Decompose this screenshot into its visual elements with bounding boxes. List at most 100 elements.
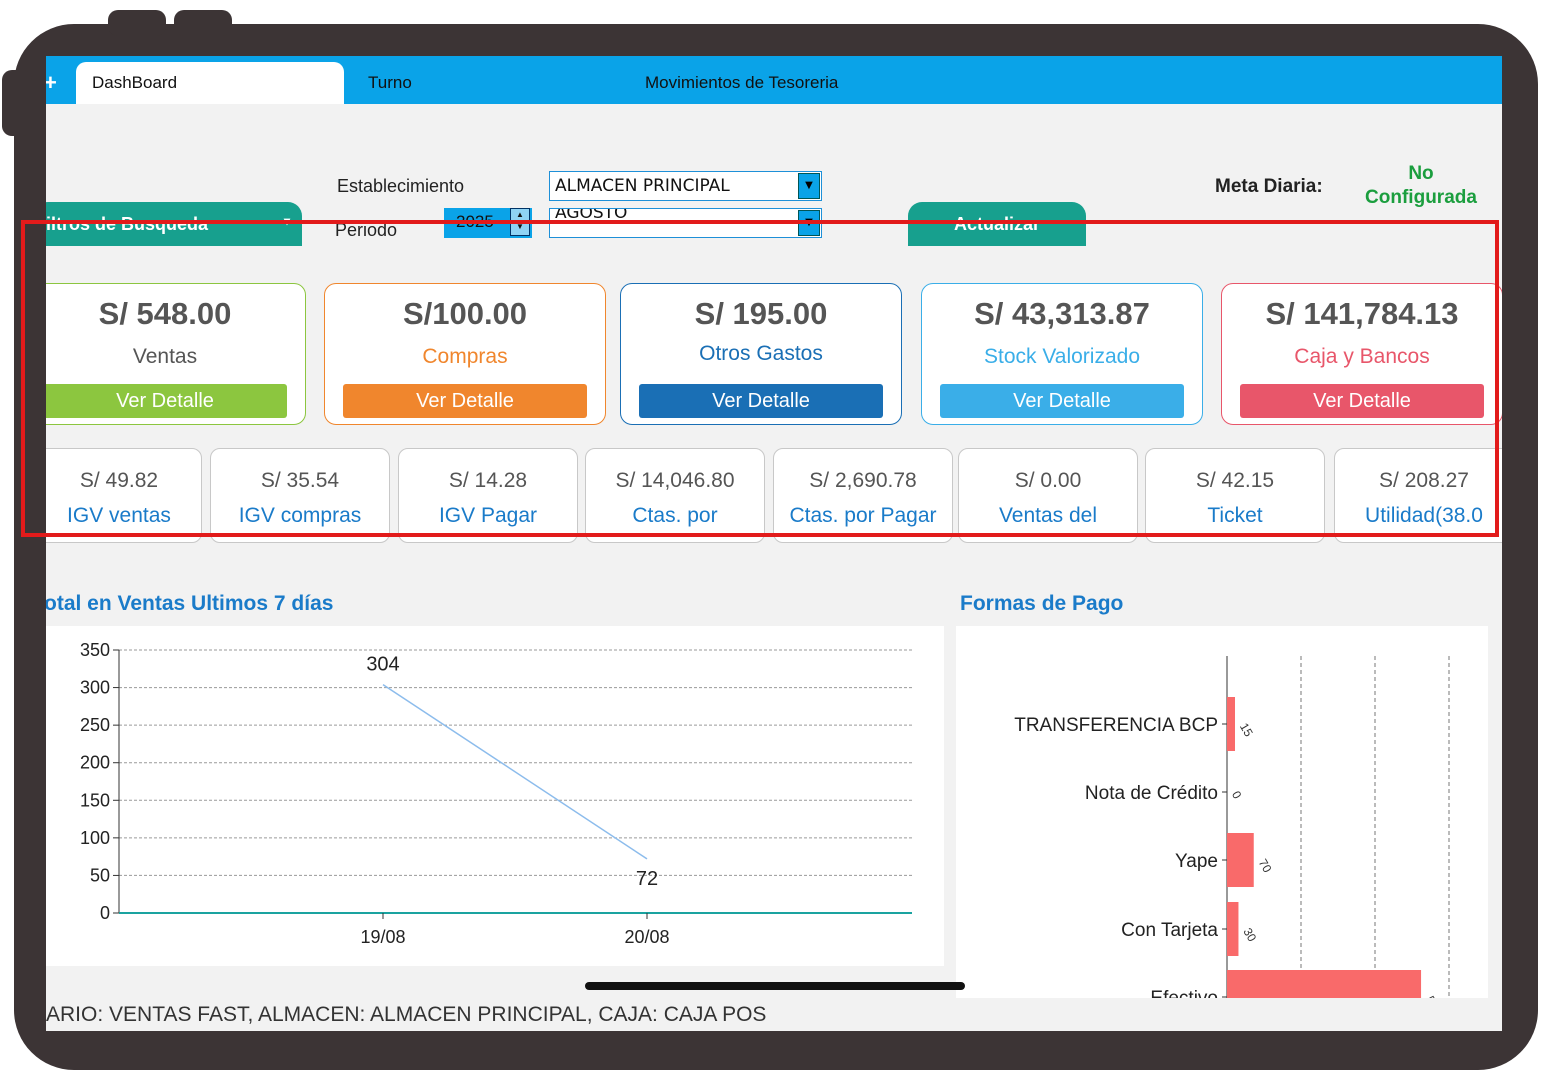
establecimiento-select[interactable]: ALMACEN PRINCIPAL ▼ xyxy=(549,171,822,201)
metric-card: S/ 14,046.80 Ctas. por xyxy=(585,448,765,543)
summary-card: S/ 141,784.13 Caja y Bancos Ver Detalle xyxy=(1221,283,1502,425)
card-amount: S/ 195.00 xyxy=(694,296,828,331)
metric-label: Utilidad(38.0 xyxy=(1365,504,1483,527)
metric-amount: S/ 2,690.78 xyxy=(809,469,917,492)
card-title: Ventas xyxy=(132,345,198,368)
data-label: 508 xyxy=(1423,994,1445,999)
metric-card: S/ 0.00 Ventas del xyxy=(958,448,1138,543)
metric-card: S/ 14.28 IGV Pagar xyxy=(398,448,578,543)
y-tick-label: 50 xyxy=(90,865,110,885)
metric-label: Ctas. por Pagar xyxy=(789,504,937,527)
view-detail-button[interactable]: Ver Detalle xyxy=(46,384,287,418)
metric-card: S/ 49.82 IGV ventas xyxy=(46,448,202,543)
summary-card: S/100.00 Compras Ver Detalle xyxy=(324,283,606,425)
status-bar: ARIO: VENTAS FAST, ALMACEN: ALMACEN PRIN… xyxy=(46,999,1502,1031)
search-filters-button[interactable]: iltros de Busqueda ▾ xyxy=(46,202,302,246)
card-amount: S/ 141,784.13 xyxy=(1265,296,1459,331)
tablet-top-button-2 xyxy=(174,10,232,36)
metric-card: S/ 2,690.78 Ctas. por Pagar xyxy=(773,448,953,543)
data-label: 0 xyxy=(1229,789,1245,802)
category-label: Yape xyxy=(1175,851,1218,872)
metric-amount: S/ 0.00 xyxy=(1014,469,1082,492)
data-label: 72 xyxy=(636,868,658,890)
category-label: Nota de Crédito xyxy=(1085,783,1218,804)
card-amount: S/ 548.00 xyxy=(98,296,232,331)
category-label: Efectivo xyxy=(1150,988,1218,998)
bar xyxy=(1227,902,1239,956)
y-tick-label: 0 xyxy=(100,903,110,923)
chevron-down-icon[interactable]: ▼ xyxy=(798,173,820,199)
metric-amount: S/ 49.82 xyxy=(79,469,159,492)
establecimiento-label: Establecimiento xyxy=(337,176,465,196)
data-label: 15 xyxy=(1237,721,1256,740)
tab-label: DashBoard xyxy=(92,73,178,92)
metric-label: IGV compras xyxy=(238,504,362,527)
bar xyxy=(1227,970,1422,1024)
y-tick-label: 150 xyxy=(80,790,110,810)
sales-chart-panel: 0 50 100 150 200 250 300 350 19/08 20/08 304 72 xyxy=(46,626,944,966)
y-tick-label: 100 xyxy=(80,828,110,848)
card-title: Caja y Bancos xyxy=(1294,345,1430,368)
update-button[interactable]: Actualizar xyxy=(908,202,1086,246)
app-screen: + DashBoard Turno Movimientos de Tesorer… xyxy=(46,56,1502,1031)
data-label: 70 xyxy=(1256,857,1275,876)
series-line xyxy=(382,683,648,860)
metric-amount: S/ 14.28 xyxy=(448,469,528,492)
view-detail-button[interactable]: Ver Detalle xyxy=(1240,384,1484,418)
add-tab-icon[interactable]: + xyxy=(46,70,57,95)
y-tick-label: 250 xyxy=(80,715,110,735)
tab-bar: + DashBoard Turno Movimientos de Tesorer… xyxy=(46,56,1502,104)
card-title: Compras xyxy=(422,345,508,368)
category-label: TRANSFERENCIA BCP xyxy=(1014,715,1218,736)
payment-bar-chart: TRANSFERENCIA BCP 15 Nota de Crédito 0 Yape 7… xyxy=(1014,656,1450,1024)
home-indicator xyxy=(585,982,965,990)
periodo-label: Periodo xyxy=(335,220,398,240)
metric-amount: S/ 208.27 xyxy=(1379,469,1469,492)
x-tick-label: 19/08 xyxy=(360,927,405,947)
y-tick-label: 300 xyxy=(80,678,110,698)
tab-label: Turno xyxy=(368,73,412,92)
metric-card: S/ 35.54 IGV compras xyxy=(210,448,390,543)
card-amount: S/ 43,313.87 xyxy=(974,296,1150,331)
metric-card: S/ 208.27 Utilidad(38.0 xyxy=(1334,448,1502,543)
metric-amount: S/ 14,046.80 xyxy=(615,469,735,492)
metric-amount: S/ 42.15 xyxy=(1195,469,1275,492)
card-amount: S/100.00 xyxy=(402,296,528,331)
summary-card: S/ 548.00 Ventas Ver Detalle xyxy=(46,283,306,425)
sales-chart-title: otal en Ventas Ultimos 7 días xyxy=(46,592,334,615)
tablet-side-button xyxy=(2,70,32,136)
tab-label: Movimientos de Tesoreria xyxy=(645,73,839,92)
tab-dashboard[interactable]: DashBoard xyxy=(76,62,344,104)
bar xyxy=(1227,833,1254,887)
meta-diaria-value: No Configurada xyxy=(1365,163,1477,208)
metric-label: Ventas del xyxy=(998,504,1098,527)
metric-label: IGV Pagar xyxy=(438,504,538,527)
bar xyxy=(1227,697,1235,751)
view-detail-button[interactable]: Ver Detalle xyxy=(343,384,587,418)
meta-diaria-label: Meta Diaria: xyxy=(1215,176,1323,197)
metric-label: IGV ventas xyxy=(67,504,171,527)
y-tick-label: 200 xyxy=(80,753,110,773)
payment-chart-title: Formas de Pago xyxy=(960,592,1124,615)
y-tick-label: 350 xyxy=(80,640,110,660)
card-title: Otros Gastos xyxy=(699,342,823,365)
metric-card: S/ 42.15 Ticket xyxy=(1145,448,1325,543)
tab-turno[interactable]: Turno xyxy=(368,62,568,104)
sales-line-chart: 0 50 100 150 200 250 300 350 19/08 20/08 304 72 xyxy=(80,640,912,947)
metric-label: Ticket xyxy=(1207,504,1263,527)
summary-card: S/ 43,313.87 Stock Valorizado Ver Detalle xyxy=(921,283,1203,425)
tab-movimientos-tesoreria[interactable]: Movimientos de Tesoreria xyxy=(645,62,965,104)
metric-label: Ctas. por xyxy=(632,504,718,527)
summary-card: S/ 195.00 Otros Gastos Ver Detalle xyxy=(620,283,902,425)
card-title: Stock Valorizado xyxy=(983,345,1141,368)
payment-chart-panel: TRANSFERENCIA BCP 15 Nota de Crédito 0 Yape 7… xyxy=(956,626,1488,1024)
status-text: ARIO: VENTAS FAST, ALMACEN: ALMACEN PRIN… xyxy=(46,1003,767,1026)
view-detail-button[interactable]: Ver Detalle xyxy=(639,384,883,418)
tablet-top-button-1 xyxy=(108,10,166,36)
data-label: 304 xyxy=(366,654,399,676)
category-label: Con Tarjeta xyxy=(1121,920,1218,941)
x-tick-label: 20/08 xyxy=(624,927,669,947)
view-detail-button[interactable]: Ver Detalle xyxy=(940,384,1184,418)
metric-amount: S/ 35.54 xyxy=(260,469,340,492)
highlight-box xyxy=(21,220,1499,537)
